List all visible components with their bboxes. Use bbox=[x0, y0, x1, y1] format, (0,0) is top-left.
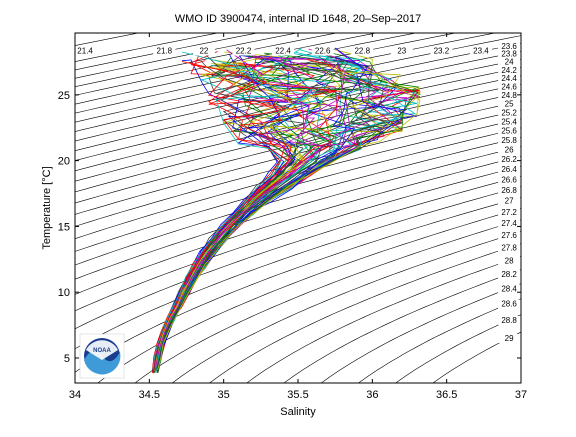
x-tick-label: 34 bbox=[69, 389, 81, 401]
contour-label: 28.4 bbox=[501, 284, 517, 293]
contour-label: 22.8 bbox=[354, 47, 370, 56]
contour-label: 27.6 bbox=[501, 231, 517, 240]
contour-label: 26.8 bbox=[501, 186, 517, 195]
contour-label: 23.2 bbox=[434, 47, 450, 56]
y-tick-label: 5 bbox=[64, 353, 70, 365]
contour-label: 21.8 bbox=[157, 47, 173, 56]
chart-title: WMO ID 3900474, internal ID 1648, 20–Sep… bbox=[175, 13, 421, 25]
contour-label: 22.2 bbox=[236, 47, 252, 56]
contour-label: 27 bbox=[505, 197, 514, 206]
noaa-logo: NOAA bbox=[80, 334, 124, 378]
contour-label: 29 bbox=[505, 334, 514, 343]
x-tick-label: 35.5 bbox=[287, 389, 308, 401]
contour-label: 25 bbox=[505, 100, 514, 109]
contour-label: 26.6 bbox=[501, 175, 517, 184]
contour-label: 25.6 bbox=[501, 127, 517, 136]
contour-label: 22.6 bbox=[315, 47, 331, 56]
x-tick-label: 36 bbox=[366, 389, 378, 401]
contour-label: 26 bbox=[505, 145, 514, 154]
y-tick-label: 20 bbox=[58, 156, 70, 168]
contour-label: 25.2 bbox=[501, 109, 517, 118]
y-tick-label: 25 bbox=[58, 90, 70, 102]
contour-label: 28.8 bbox=[501, 316, 517, 325]
contour-label: 26.4 bbox=[501, 165, 517, 174]
contour-label: 23 bbox=[397, 47, 406, 56]
x-tick-label: 35 bbox=[218, 389, 230, 401]
contour-label: 24.8 bbox=[501, 91, 517, 100]
y-axis-label: Temperature [°C] bbox=[41, 166, 53, 249]
contour-label: 26.2 bbox=[501, 155, 517, 164]
contour-label: 25.8 bbox=[501, 136, 517, 145]
x-tick-label: 34.5 bbox=[139, 389, 160, 401]
x-axis-label: Salinity bbox=[280, 406, 316, 418]
contour-label: 23.4 bbox=[473, 47, 489, 56]
y-tick-label: 10 bbox=[58, 287, 70, 299]
x-tick-label: 36.5 bbox=[436, 389, 457, 401]
y-tick-label: 15 bbox=[58, 221, 70, 233]
contour-label: 27.8 bbox=[501, 244, 517, 253]
contour-label: 28 bbox=[505, 256, 514, 265]
contour-label: 27.4 bbox=[501, 219, 517, 228]
contour-label: 22.4 bbox=[275, 47, 291, 56]
contour-label: 22 bbox=[199, 47, 208, 56]
contour-label: 28.6 bbox=[501, 300, 517, 309]
contour-label: 28.2 bbox=[501, 270, 517, 279]
contour-label: 27.2 bbox=[501, 208, 517, 217]
contour-label: 25.4 bbox=[501, 118, 517, 127]
contour-label: 21.4 bbox=[77, 47, 93, 56]
logo-text: NOAA bbox=[93, 348, 111, 354]
x-tick-label: 37 bbox=[515, 389, 527, 401]
